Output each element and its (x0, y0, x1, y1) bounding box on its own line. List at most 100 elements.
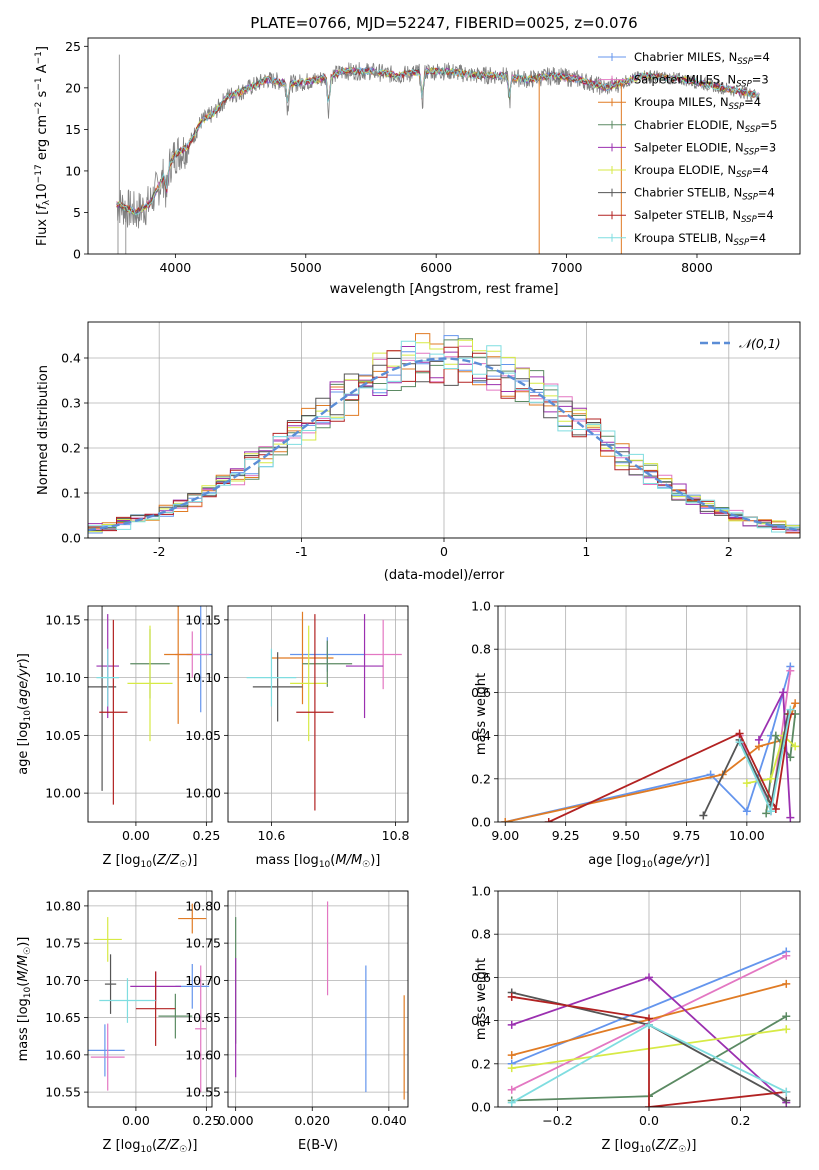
x-tick-label: 6000 (420, 260, 452, 275)
x-tick-label: 0.000 (218, 1113, 254, 1128)
label-part: )] (16, 653, 31, 663)
label-part: −2 (34, 102, 44, 115)
mass-weight-marker (782, 951, 791, 960)
y-tick-label: 0.3 (61, 396, 81, 411)
mass-weight-marker (735, 738, 744, 747)
y-tick-label: 10.55 (45, 1085, 81, 1100)
x-tick-label: 9.50 (612, 828, 640, 843)
label-part: ( (16, 705, 31, 710)
y-tick-label: 0.8 (471, 927, 491, 942)
mass-weight-marker (544, 818, 553, 822)
mass-weight-marker (735, 729, 744, 738)
mass-weight-marker (782, 1087, 791, 1096)
plots-layer: 4000 5000 6000 7000 80000510152025wavelength… (16, 37, 801, 1155)
mass-weight-marker (742, 779, 751, 788)
mass-weight-marker (501, 818, 510, 822)
x-tick-label: 10.6 (258, 828, 286, 843)
label-part: age/yr (658, 853, 701, 868)
x-tick-label: 9.00 (491, 828, 519, 843)
mass-weight-line (511, 950, 787, 1065)
x-tick-label: 7000 (551, 260, 583, 275)
label-part: )] (187, 1138, 197, 1153)
label-part: 10 (35, 183, 50, 200)
mass-weight-line (548, 713, 792, 822)
label-part: 10 (639, 1145, 651, 1155)
y-tick-label: 10.75 (185, 936, 221, 951)
y-tick-label: 15 (65, 122, 81, 137)
x-tick-label: 0.0 (639, 1113, 659, 1128)
axes-frame (87, 321, 801, 539)
mass-weight-marker (699, 811, 708, 820)
mass-weight-marker (645, 1103, 653, 1107)
label-part: erg cm (35, 115, 50, 164)
label-part: Flux [ (35, 210, 50, 246)
plot-mass-vs-EBV: 0.000 0.020 0.040 10.55 10.60 10.65 10.70 10.75… (185, 890, 409, 1153)
y-tick-label: 0.2 (471, 1056, 491, 1071)
legend-label-sub: SSP (736, 170, 752, 180)
legend-label-suffix: =4 (757, 208, 774, 222)
legend-label-main: Kroupa STELIB, N (634, 231, 734, 245)
legend-label-main: Chabrier STELIB, N (634, 186, 742, 200)
label-part: mass [log (256, 853, 319, 868)
legend-label: Salpeter ELODIE, NSSP=3 (634, 140, 776, 157)
plot-spectrum: 4000 5000 6000 7000 8000 0 5 10 15 20 25 wavelength… (34, 37, 801, 297)
plot-content (88, 322, 800, 538)
mass-weight-marker (786, 666, 795, 675)
legend-label-sub: SSP (737, 57, 753, 67)
mass-weight-marker (645, 1020, 653, 1029)
mass-weight-marker (507, 1051, 516, 1060)
label-part: Z [log (103, 853, 141, 868)
plot-age-vs-mass: 10.6 10.8 10.00 10.05 10.10 10.15 mass [log10(… (185, 605, 410, 870)
label-part: )] (16, 937, 31, 947)
y-tick-label: 10.05 (185, 728, 221, 743)
y-tick-label: 25 (65, 39, 81, 54)
legend-label-main: Kroupa MILES, N (634, 95, 729, 109)
plot-content (116, 54, 760, 254)
mass-weight-marker (762, 809, 771, 818)
x-tick-label: -2 (153, 544, 165, 559)
mass-weight-marker (779, 688, 788, 697)
mass-weight-marker (507, 992, 516, 1001)
y-tick-label: 0.2 (471, 771, 491, 786)
legend-label-suffix: =5 (760, 118, 777, 132)
y-tick-label: 10.65 (45, 1010, 81, 1025)
legend-label: Chabrier MILES, NSSP=4 (634, 50, 770, 67)
x-tick-label: −0.2 (542, 1113, 572, 1128)
label-part: s (35, 90, 50, 101)
label-part: )] (187, 853, 197, 868)
label-part: ( (651, 1138, 656, 1153)
plot-residuals: -2 -1 0 1 2 0.0 0.1 0.2 0.3 0.4 (data-model)/error… (36, 321, 801, 583)
y-axis-label: mass weight (474, 673, 489, 755)
legend-label-sub: SSP (741, 215, 757, 225)
plot-content (498, 606, 800, 822)
mass-weight-marker (791, 742, 800, 751)
legend-label-sub: SSP (736, 80, 752, 90)
mass-weight-marker (742, 807, 751, 816)
plot-content (88, 891, 212, 1107)
plot-content (498, 891, 800, 1107)
plot-mass-weight-vs-age: 9.00 9.25 9.50 9.75 10.00 0.0 0.2 0.4 0.6 0.8 1.0 a… (471, 599, 801, 870)
x-tick-label: 10.8 (382, 828, 410, 843)
label-part: −1 (34, 51, 44, 64)
x-tick-label: 2 (725, 544, 733, 559)
label-part: ( (16, 982, 31, 987)
legend-label: 𝒩(0,1) (739, 336, 781, 351)
x-tick-label: -1 (295, 544, 307, 559)
label-part: −17 (34, 164, 44, 183)
y-tick-label: 10.70 (185, 973, 221, 988)
y-tick-label: 1.0 (471, 884, 491, 899)
legend-label-suffix: =4 (753, 50, 770, 64)
legend-label-main: Salpeter ELODIE, N (634, 140, 744, 154)
axes-frame (497, 890, 801, 1108)
x-tick-label: 9.75 (673, 828, 701, 843)
mass-weight-marker (507, 1098, 516, 1107)
legend-label-main: Kroupa ELODIE, N (634, 163, 736, 177)
label-part: ( (330, 853, 335, 868)
y-tick-label: 10.65 (185, 1010, 221, 1025)
mass-weight-marker (754, 735, 763, 744)
y-axis-label: Flux [fλ10−17 erg cm−2 s−1 A−1] (34, 46, 52, 246)
legend-label: Chabrier STELIB, NSSP=4 (634, 186, 775, 203)
legend-label-suffix: =4 (744, 95, 761, 109)
mass-weight-marker (782, 1096, 791, 1105)
